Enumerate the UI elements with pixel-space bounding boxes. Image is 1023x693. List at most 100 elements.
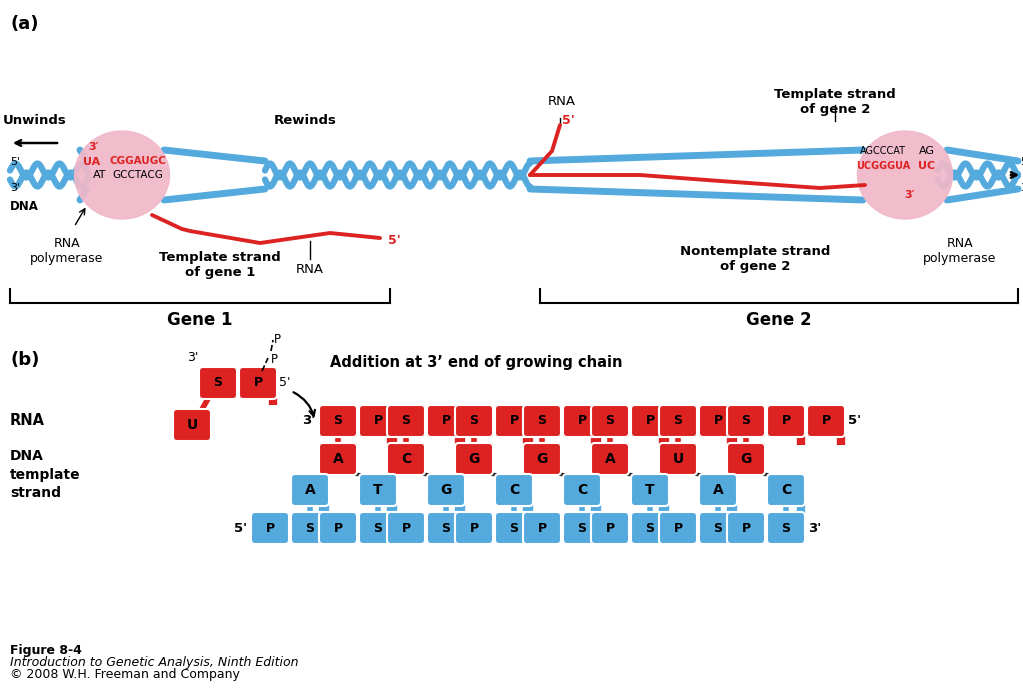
Text: C: C: [781, 483, 791, 497]
FancyBboxPatch shape: [319, 443, 357, 475]
Text: S: S: [442, 522, 450, 534]
FancyBboxPatch shape: [427, 405, 465, 437]
FancyBboxPatch shape: [359, 474, 397, 506]
Text: 3': 3': [187, 351, 198, 364]
FancyBboxPatch shape: [173, 409, 211, 441]
Text: P: P: [274, 333, 281, 346]
Text: 5': 5': [234, 522, 247, 534]
Text: A: A: [332, 452, 344, 466]
Text: P: P: [442, 414, 450, 428]
FancyBboxPatch shape: [699, 512, 737, 544]
Text: Template strand
of gene 1: Template strand of gene 1: [160, 251, 281, 279]
Text: 3': 3': [1020, 183, 1023, 193]
Text: Nontemplate strand
of gene 2: Nontemplate strand of gene 2: [680, 245, 831, 273]
Text: 5': 5': [848, 414, 861, 428]
Text: UA: UA: [84, 157, 100, 167]
FancyBboxPatch shape: [455, 512, 493, 544]
Text: A: A: [305, 483, 315, 497]
Text: RNA: RNA: [10, 414, 45, 428]
Text: A: A: [605, 452, 616, 466]
Text: C: C: [508, 483, 519, 497]
FancyBboxPatch shape: [495, 474, 533, 506]
FancyBboxPatch shape: [767, 405, 805, 437]
FancyBboxPatch shape: [319, 512, 357, 544]
FancyBboxPatch shape: [387, 512, 425, 544]
FancyBboxPatch shape: [495, 512, 533, 544]
FancyBboxPatch shape: [631, 405, 669, 437]
Text: CGGAUGC: CGGAUGC: [109, 156, 167, 166]
FancyBboxPatch shape: [591, 443, 629, 475]
Text: P: P: [470, 522, 479, 534]
Text: S: S: [713, 522, 722, 534]
Text: S: S: [306, 522, 314, 534]
FancyBboxPatch shape: [767, 474, 805, 506]
Text: 5': 5': [279, 376, 291, 389]
Text: P: P: [577, 414, 586, 428]
FancyBboxPatch shape: [659, 443, 697, 475]
Text: P: P: [333, 522, 343, 534]
FancyBboxPatch shape: [563, 512, 601, 544]
Text: P: P: [537, 522, 546, 534]
Text: C: C: [401, 452, 411, 466]
FancyBboxPatch shape: [251, 512, 290, 544]
FancyBboxPatch shape: [699, 474, 737, 506]
Text: P: P: [646, 414, 655, 428]
Text: Gene 1: Gene 1: [167, 311, 233, 329]
FancyBboxPatch shape: [427, 474, 465, 506]
Text: P: P: [254, 376, 263, 389]
FancyBboxPatch shape: [455, 443, 493, 475]
Text: UC: UC: [919, 161, 936, 171]
Text: S: S: [214, 376, 222, 389]
Text: © 2008 W.H. Freeman and Company: © 2008 W.H. Freeman and Company: [10, 668, 239, 681]
FancyBboxPatch shape: [727, 512, 765, 544]
FancyBboxPatch shape: [659, 512, 697, 544]
Text: P: P: [401, 522, 410, 534]
FancyBboxPatch shape: [631, 512, 669, 544]
Text: S: S: [401, 414, 410, 428]
Text: G: G: [469, 452, 480, 466]
Text: AT: AT: [93, 170, 106, 180]
FancyBboxPatch shape: [495, 405, 533, 437]
Text: P: P: [271, 353, 278, 367]
FancyBboxPatch shape: [387, 443, 425, 475]
Text: Introduction to Genetic Analysis, Ninth Edition: Introduction to Genetic Analysis, Ninth …: [10, 656, 299, 669]
Text: S: S: [742, 414, 751, 428]
FancyBboxPatch shape: [767, 512, 805, 544]
Text: P: P: [673, 522, 682, 534]
FancyBboxPatch shape: [455, 405, 493, 437]
Text: S: S: [578, 522, 586, 534]
Text: Rewinds: Rewinds: [273, 114, 337, 127]
Text: AGCCCAT: AGCCCAT: [860, 146, 906, 156]
Text: Gene 2: Gene 2: [746, 311, 812, 329]
Text: G: G: [440, 483, 452, 497]
FancyBboxPatch shape: [199, 367, 237, 399]
Text: DNA: DNA: [10, 200, 39, 213]
Text: S: S: [606, 414, 615, 428]
FancyBboxPatch shape: [523, 405, 561, 437]
FancyBboxPatch shape: [563, 405, 601, 437]
Text: P: P: [742, 522, 751, 534]
Text: S: S: [673, 414, 682, 428]
Text: T: T: [646, 483, 655, 497]
Text: S: S: [470, 414, 479, 428]
Text: (a): (a): [10, 15, 39, 33]
Text: 3': 3': [10, 183, 20, 193]
Text: P: P: [606, 522, 615, 534]
Text: S: S: [509, 522, 519, 534]
FancyBboxPatch shape: [359, 405, 397, 437]
Text: AG: AG: [919, 146, 935, 156]
FancyBboxPatch shape: [523, 443, 561, 475]
Text: 3′: 3′: [89, 142, 99, 152]
Text: P: P: [821, 414, 831, 428]
Text: RNA: RNA: [548, 95, 576, 108]
FancyBboxPatch shape: [427, 512, 465, 544]
Text: 3': 3': [302, 414, 315, 428]
FancyBboxPatch shape: [591, 512, 629, 544]
FancyBboxPatch shape: [727, 443, 765, 475]
FancyBboxPatch shape: [239, 367, 277, 399]
Text: 3': 3': [808, 522, 821, 534]
Text: C: C: [577, 483, 587, 497]
Text: 5': 5': [388, 234, 401, 247]
Text: P: P: [782, 414, 791, 428]
Text: P: P: [509, 414, 519, 428]
